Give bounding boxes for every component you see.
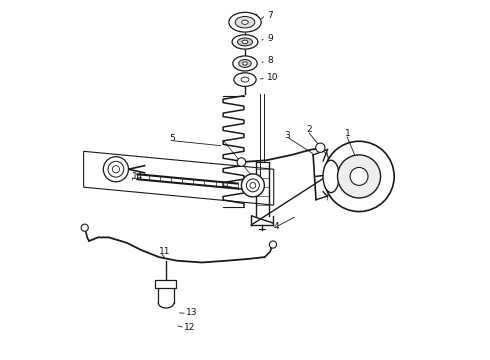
Text: 6: 6: [245, 186, 251, 195]
Text: 2: 2: [306, 125, 312, 134]
Circle shape: [112, 166, 120, 173]
Ellipse shape: [233, 56, 257, 71]
Ellipse shape: [242, 20, 248, 24]
Ellipse shape: [238, 38, 252, 46]
Circle shape: [350, 167, 368, 185]
Circle shape: [246, 179, 259, 192]
Circle shape: [316, 143, 325, 152]
Circle shape: [81, 224, 88, 231]
Text: 4: 4: [274, 222, 279, 231]
Circle shape: [237, 158, 245, 166]
Ellipse shape: [243, 62, 247, 65]
Ellipse shape: [323, 160, 339, 193]
Ellipse shape: [239, 59, 251, 67]
Circle shape: [338, 155, 381, 198]
Circle shape: [108, 161, 124, 177]
Ellipse shape: [232, 35, 258, 49]
Text: 13: 13: [186, 308, 197, 317]
Text: 10: 10: [267, 73, 279, 82]
Circle shape: [250, 183, 256, 188]
Text: 3: 3: [285, 131, 290, 140]
Text: 11: 11: [159, 247, 171, 256]
Text: 8: 8: [267, 57, 273, 66]
Circle shape: [324, 141, 394, 212]
Circle shape: [242, 174, 265, 197]
Circle shape: [270, 241, 276, 248]
Text: 7: 7: [267, 10, 273, 19]
FancyBboxPatch shape: [155, 280, 176, 288]
Circle shape: [103, 157, 128, 182]
Text: 1: 1: [345, 129, 351, 138]
Ellipse shape: [241, 77, 249, 82]
Ellipse shape: [229, 12, 261, 32]
Ellipse shape: [242, 40, 248, 44]
Ellipse shape: [234, 73, 256, 86]
Ellipse shape: [235, 17, 255, 28]
Text: 5: 5: [170, 134, 175, 143]
Text: 9: 9: [267, 34, 273, 43]
Text: 12: 12: [184, 323, 196, 332]
Text: 14: 14: [132, 172, 144, 181]
